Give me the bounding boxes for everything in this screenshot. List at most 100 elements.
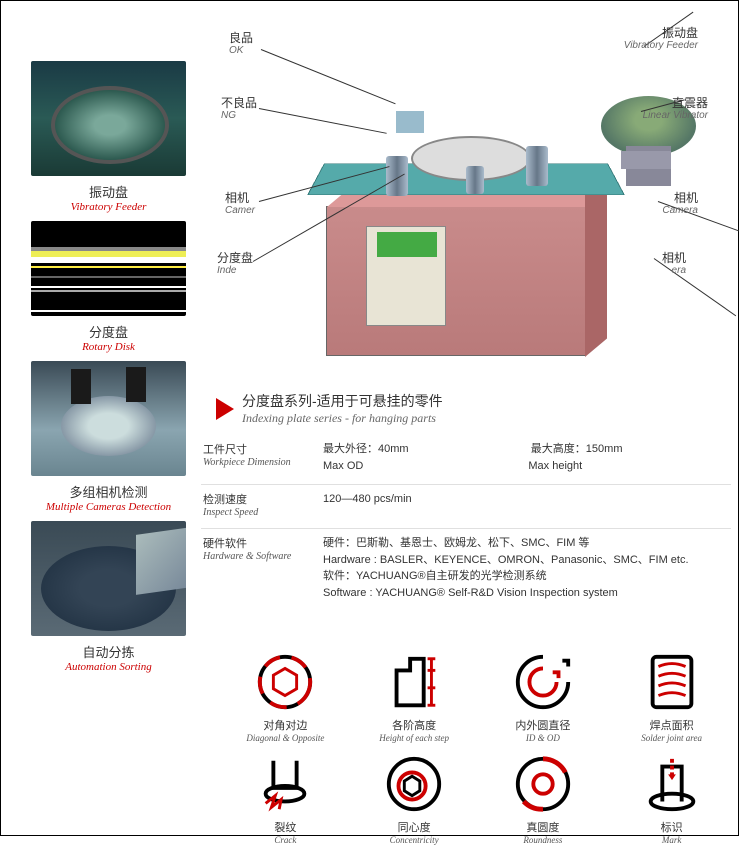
- thumb-image: [31, 221, 186, 316]
- specs-table: 工件尺寸 Workpiece Dimension 最大外径：40mm 最大高度：…: [201, 436, 731, 605]
- feature-roundness: 真圆度 Roundness: [489, 753, 598, 845]
- spec-key-cn: 硬件软件: [203, 535, 323, 551]
- section-title: 分度盘系列-适用于可悬挂的零件 Indexing plate series - …: [216, 391, 443, 426]
- feature-en: Concentricity: [360, 835, 469, 845]
- label-cn: 直震器: [672, 96, 708, 110]
- feature-diagonal: 对角对边 Diagonal & Opposite: [231, 651, 340, 743]
- spec-key-cn: 检测速度: [203, 491, 323, 507]
- thumb-image: [31, 61, 186, 176]
- label-cn: 良品: [229, 31, 253, 45]
- feature-id-od: 内外圆直径 ID & OD: [489, 651, 598, 743]
- thumb-caption: 振动盘 Vibratory Feeder: [31, 182, 186, 213]
- label-camer: 相机 Camer: [225, 191, 255, 217]
- caption-cn: 多组相机检测: [31, 482, 186, 501]
- thumb-caption: 分度盘 Rotary Disk: [31, 322, 186, 353]
- thumb-image: [31, 521, 186, 636]
- feature-cn: 同心度: [360, 819, 469, 835]
- label-en: NG: [221, 110, 257, 122]
- spec-key-en: Hardware & Software: [203, 551, 323, 562]
- spec-key-cn: 工件尺寸: [203, 441, 323, 457]
- spring-icon: [641, 651, 703, 713]
- feature-en: ID & OD: [489, 733, 598, 743]
- spec-key: 工件尺寸 Workpiece Dimension: [203, 441, 323, 474]
- crack-icon: [254, 753, 316, 815]
- section-title-cn: 分度盘系列-适用于可悬挂的零件: [242, 391, 443, 411]
- spec-key-en: Inspect Speed: [203, 507, 323, 518]
- spec-key: 检测速度 Inspect Speed: [203, 491, 323, 518]
- feature-cn: 对角对边: [231, 717, 340, 733]
- feature-cn: 真圆度: [489, 819, 598, 835]
- triangle-icon: [216, 398, 234, 420]
- spec-value: 120—480 pcs/min: [323, 491, 729, 518]
- label-en: Camera: [662, 205, 698, 217]
- machine-diagram: 良品 OK 不良品 NG 相机 Camer 分度盘 Inde 振动盘 Vibra…: [211, 26, 716, 366]
- feature-step-height: 各阶高度 Height of each step: [360, 651, 469, 743]
- caption-en: Rotary Disk: [31, 341, 186, 353]
- feature-concentricity: 同心度 Concentricity: [360, 753, 469, 845]
- spec-row: 检测速度 Inspect Speed 120—480 pcs/min: [201, 484, 731, 522]
- feature-en: Mark: [617, 835, 726, 845]
- feature-mark: 标识 Mark: [617, 753, 726, 845]
- machine-illustration: [316, 91, 646, 356]
- hex-ring-icon: [254, 651, 316, 713]
- label-cn: 不良品: [221, 96, 257, 110]
- mark-icon: [641, 753, 703, 815]
- label-en: Vibratory Feeder: [624, 40, 698, 52]
- spec-key-en: Workpiece Dimension: [203, 457, 323, 468]
- thumb-vibratory-feeder: 振动盘 Vibratory Feeder: [31, 61, 186, 213]
- feature-en: Roundness: [489, 835, 598, 845]
- feature-cn: 焊点面积: [617, 717, 726, 733]
- thumb-caption: 自动分拣 Automation Sorting: [31, 642, 186, 673]
- feature-solder-area: 焊点面积 Solder joint area: [617, 651, 726, 743]
- concentric-icon: [383, 753, 445, 815]
- caption-en: Automation Sorting: [31, 661, 186, 673]
- label-en: Inde: [217, 265, 253, 277]
- label-cn: 相机: [225, 191, 249, 205]
- label-camera-r1: 相机 Camera: [662, 191, 698, 217]
- label-linear-vibrator: 直震器 Linear Vibrator: [643, 96, 708, 122]
- feature-cn: 裂纹: [231, 819, 340, 835]
- label-en: era: [662, 265, 686, 277]
- thumb-image: [31, 361, 186, 476]
- label-en: OK: [229, 45, 253, 57]
- label-cn: 分度盘: [217, 251, 253, 265]
- label-vibratory-feeder: 振动盘 Vibratory Feeder: [624, 26, 698, 52]
- thumb-automation-sorting: 自动分拣 Automation Sorting: [31, 521, 186, 673]
- caption-cn: 振动盘: [31, 182, 186, 201]
- spec-value: 最大外径：40mm 最大高度：150mm Max OD Max height: [323, 441, 729, 474]
- feature-crack: 裂纹 Crack: [231, 753, 340, 845]
- label-en: Linear Vibrator: [643, 110, 708, 122]
- feature-cn: 各阶高度: [360, 717, 469, 733]
- label-en: Camer: [225, 205, 255, 217]
- thumb-caption: 多组相机检测 Multiple Cameras Detection: [31, 482, 186, 513]
- label-cn: 振动盘: [662, 26, 698, 40]
- spec-row: 硬件软件 Hardware & Software 硬件：巴斯勒、基恩士、欧姆龙、…: [201, 528, 731, 605]
- feature-en: Crack: [231, 835, 340, 845]
- roundness-icon: [512, 753, 574, 815]
- caption-cn: 自动分拣: [31, 642, 186, 661]
- caption-cn: 分度盘: [31, 322, 186, 341]
- label-ng: 不良品 NG: [221, 96, 257, 122]
- spec-value: 硬件：巴斯勒、基恩士、欧姆龙、松下、SMC、FIM 等 Hardware : B…: [323, 535, 729, 601]
- label-camera-r2: 相机 era: [662, 251, 686, 277]
- label-cn: 相机: [662, 251, 686, 265]
- thumb-multi-camera: 多组相机检测 Multiple Cameras Detection: [31, 361, 186, 513]
- page-root: 振动盘 Vibratory Feeder 分度盘 Rotary Disk 多组相…: [0, 0, 739, 836]
- feature-grid: 对角对边 Diagonal & Opposite 各阶高度 Height of …: [231, 651, 726, 845]
- caption-en: Vibratory Feeder: [31, 201, 186, 213]
- left-thumbnail-column: 振动盘 Vibratory Feeder 分度盘 Rotary Disk 多组相…: [31, 61, 186, 681]
- step-icon: [383, 651, 445, 713]
- feature-en: Height of each step: [360, 733, 469, 743]
- feature-en: Diagonal & Opposite: [231, 733, 340, 743]
- label-ok: 良品 OK: [229, 31, 253, 57]
- spec-key: 硬件软件 Hardware & Software: [203, 535, 323, 601]
- caption-en: Multiple Cameras Detection: [31, 501, 186, 513]
- thumb-rotary-disk: 分度盘 Rotary Disk: [31, 221, 186, 353]
- label-inde: 分度盘 Inde: [217, 251, 253, 277]
- feature-cn: 内外圆直径: [489, 717, 598, 733]
- feature-en: Solder joint area: [617, 733, 726, 743]
- feature-cn: 标识: [617, 819, 726, 835]
- section-title-en: Indexing plate series - for hanging part…: [242, 411, 443, 426]
- label-cn: 相机: [674, 191, 698, 205]
- id-od-icon: [512, 651, 574, 713]
